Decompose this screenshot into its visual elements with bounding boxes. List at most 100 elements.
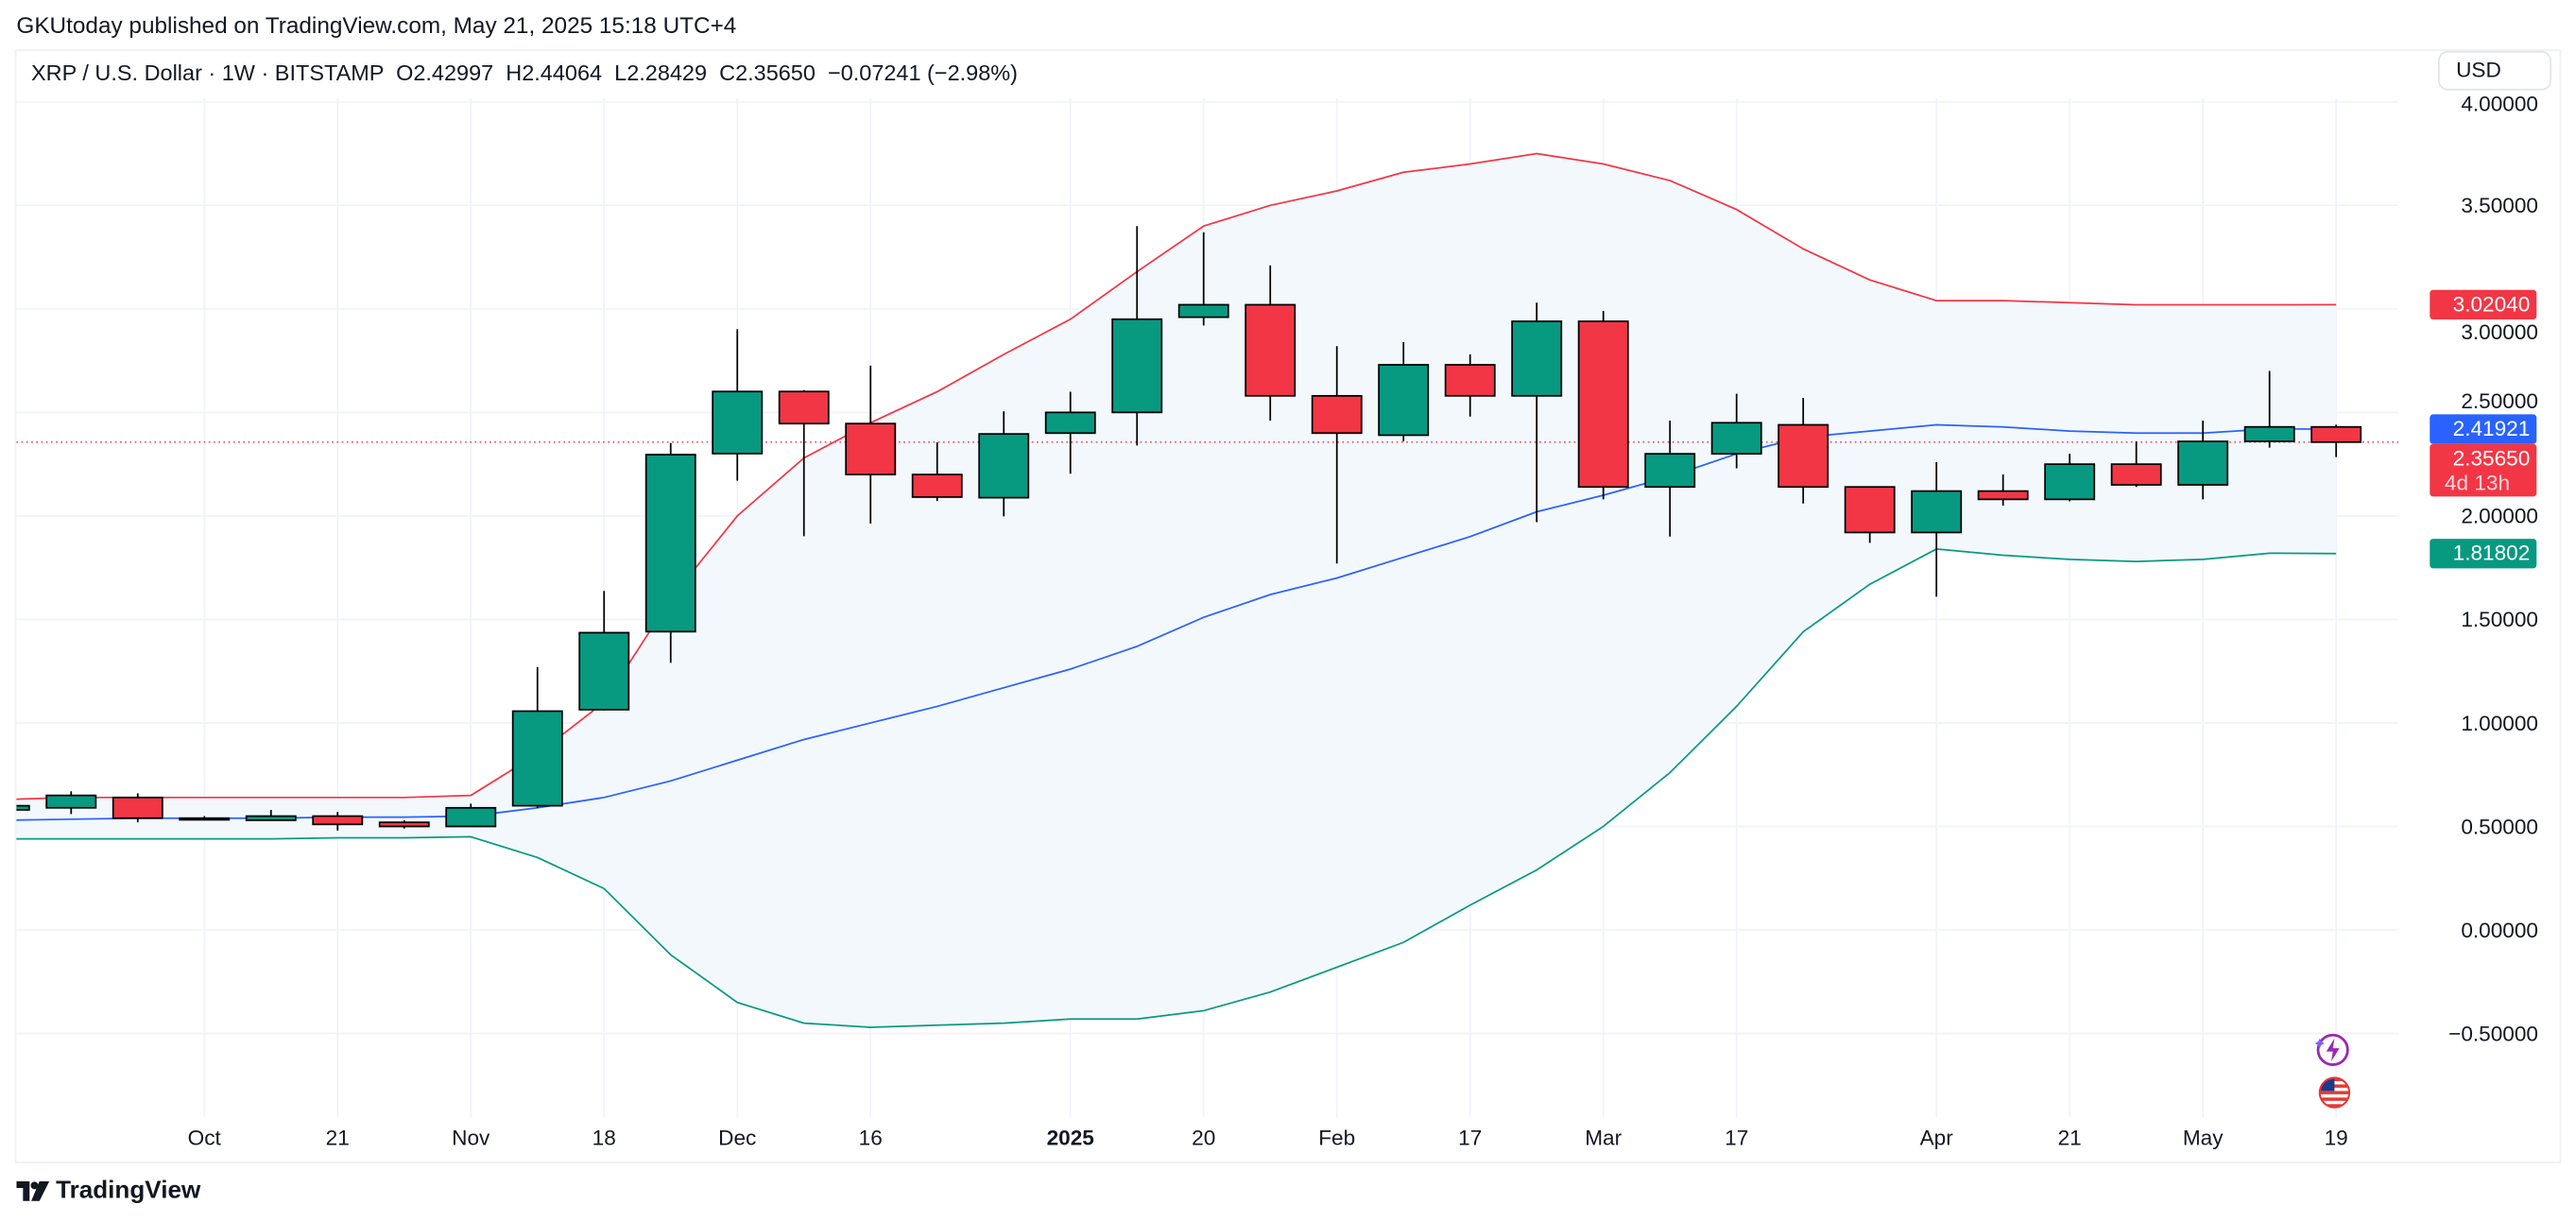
plot-area <box>16 152 2399 1028</box>
candle-body <box>45 794 97 809</box>
price-tick-label: 3.50000 <box>2461 194 2538 217</box>
candle-body <box>112 796 163 819</box>
candle <box>445 803 497 828</box>
change-value: −0.07241 (−2.98%) <box>827 60 1018 86</box>
candle-body <box>644 454 696 633</box>
candle <box>1111 226 1163 446</box>
candle-body <box>1844 486 1896 534</box>
price-tick-label: 1.50000 <box>2461 608 2538 631</box>
candle <box>1378 341 1430 442</box>
candle <box>1777 398 1829 504</box>
candle <box>644 442 696 663</box>
candle-body <box>845 422 897 475</box>
high-value: H2.44064 <box>506 60 603 86</box>
price-tick-label: 3.00000 <box>2461 320 2538 344</box>
time-tick-label: Dec <box>718 1127 756 1150</box>
candle <box>712 329 764 481</box>
candle-body <box>1245 303 1297 397</box>
time-tick-label: Oct <box>188 1127 222 1150</box>
candle <box>1577 311 1629 500</box>
candle <box>2177 421 2229 500</box>
candle-body <box>378 821 430 828</box>
time-tick-label: 17 <box>1458 1127 1482 1150</box>
bar-countdown: 4d 13h <box>2445 471 2510 494</box>
candle <box>45 791 97 815</box>
candle <box>1710 393 1762 469</box>
candle-body <box>2044 463 2096 501</box>
open-value: O2.42997 <box>396 60 494 86</box>
lightning-icon[interactable] <box>2314 1032 2351 1068</box>
candle <box>1311 346 1363 564</box>
price-tick-label: 4.00000 <box>2461 92 2538 115</box>
time-tick-label: May <box>2183 1127 2224 1150</box>
candle <box>2044 454 2096 502</box>
candle <box>378 819 430 829</box>
candle <box>845 365 897 525</box>
price-tick-label: 0.50000 <box>2461 815 2538 838</box>
candle <box>1644 421 1696 537</box>
candle-body <box>712 390 764 455</box>
candle-body <box>1311 394 1363 435</box>
symbol-title[interactable]: XRP / U.S. Dollar · 1W · BITSTAMP <box>31 60 385 86</box>
candle <box>1911 461 1963 597</box>
candle <box>16 804 30 811</box>
time-tick-label: Nov <box>452 1127 490 1150</box>
candle-body <box>1444 364 1496 397</box>
price-tick-label: −0.50000 <box>2448 1022 2538 1045</box>
candle-body <box>179 817 231 821</box>
candle-body <box>245 815 297 821</box>
price-tick-label: 1.00000 <box>2461 712 2538 735</box>
candle <box>245 809 297 821</box>
candle-body <box>778 390 830 425</box>
candle-body <box>1378 364 1430 437</box>
time-tick-label: 2025 <box>1047 1127 1094 1150</box>
price-label-upper: 3.02040 <box>2430 289 2537 320</box>
candle <box>1044 391 1096 474</box>
candle <box>312 812 364 831</box>
bollinger-band-fill <box>16 153 2337 1027</box>
candle-body <box>445 806 497 828</box>
price-tick-label: 2.50000 <box>2461 389 2538 413</box>
candle-body <box>1177 303 1229 318</box>
candle <box>778 389 830 537</box>
candle-body <box>2110 463 2162 486</box>
candle-body <box>1111 318 1163 414</box>
price-label-text: 1.81802 <box>2453 542 2531 565</box>
price-label-text: 3.02040 <box>2453 292 2531 316</box>
candle <box>1177 232 1229 326</box>
low-value: L2.28429 <box>614 60 708 86</box>
candle <box>1245 265 1297 422</box>
candle <box>1844 486 1896 543</box>
symbol-legend: XRP / U.S. Dollar · 1W · BITSTAMP O2.429… <box>31 60 1018 85</box>
publish-info: GKUtoday published on TradingView.com, M… <box>16 11 737 38</box>
time-tick-label: 21 <box>326 1127 350 1150</box>
price-label-bg <box>2430 539 2537 569</box>
time-tick-label: 21 <box>2058 1127 2082 1150</box>
candle-body <box>312 815 364 826</box>
candle <box>2110 441 2162 488</box>
price-label-text: 2.41921 <box>2453 417 2531 440</box>
time-tick-label: 18 <box>592 1127 616 1150</box>
price-tick-label: 2.00000 <box>2461 505 2538 528</box>
time-tick-label: Mar <box>1585 1127 1622 1150</box>
us-flag-icon[interactable] <box>2316 1075 2352 1110</box>
candle-body <box>911 473 963 498</box>
price-label-lower: 1.81802 <box>2430 539 2537 569</box>
candle <box>911 442 963 502</box>
tradingview-logo-icon <box>16 1180 50 1200</box>
candle-body <box>2310 425 2362 443</box>
candle-body <box>16 804 30 811</box>
price-tick-label: 0.00000 <box>2461 919 2538 942</box>
time-tick-label: 17 <box>1725 1127 1748 1150</box>
candle <box>1511 302 1563 523</box>
candle <box>511 666 563 808</box>
tradingview-logo[interactable]: TradingView <box>16 1177 200 1204</box>
candle-body <box>1710 422 1762 456</box>
candle-body <box>1577 320 1629 489</box>
time-tick-label: 16 <box>859 1127 883 1150</box>
currency-button[interactable]: USD <box>2437 50 2551 91</box>
close-value: C2.35650 <box>719 60 816 86</box>
candle-body <box>1644 453 1696 489</box>
price-label-middle: 2.41921 <box>2430 414 2537 444</box>
